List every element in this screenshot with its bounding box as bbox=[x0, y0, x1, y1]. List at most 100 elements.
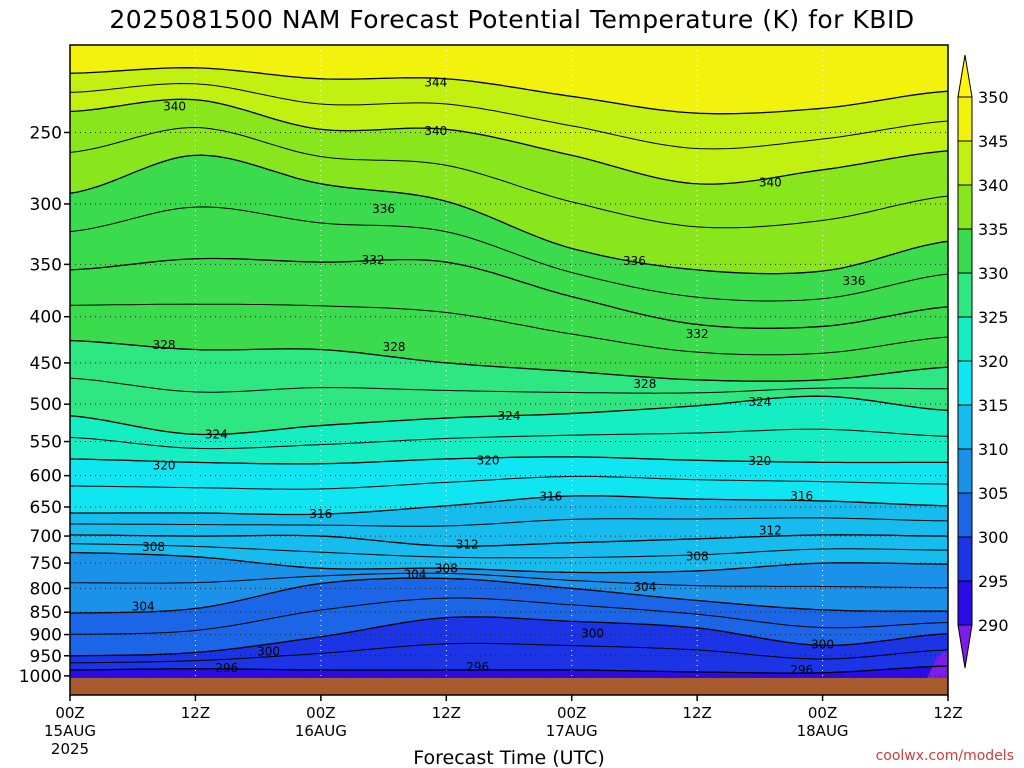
contour-label: 328 bbox=[383, 340, 406, 354]
x-tick-label: 00Z bbox=[557, 704, 586, 722]
contour-label: 312 bbox=[759, 523, 782, 537]
colorbar-swatch bbox=[957, 404, 973, 450]
contour-intermediate bbox=[70, 82, 948, 150]
colorbar-swatch bbox=[957, 228, 973, 274]
contour-lines bbox=[70, 67, 948, 674]
contour-label: 296 bbox=[215, 661, 238, 675]
y-tick-label: 650 bbox=[30, 498, 62, 518]
contour-300 bbox=[70, 616, 948, 657]
band-300 bbox=[70, 616, 948, 678]
contour-label: 340 bbox=[424, 124, 447, 138]
contour-label: 336 bbox=[372, 202, 395, 216]
contour-label: 320 bbox=[477, 453, 500, 467]
colorbar-arrow-top bbox=[957, 54, 973, 98]
contour-label: 340 bbox=[163, 100, 186, 114]
x-tick-label: 00Z bbox=[306, 704, 335, 722]
source-credit: coolwx.com/models bbox=[876, 748, 1014, 764]
x-tick-label: 12Z bbox=[682, 704, 711, 722]
contour-intermediate bbox=[70, 597, 948, 635]
band-surface-cold bbox=[927, 650, 948, 678]
contour-intermediate bbox=[70, 642, 948, 664]
contour-label: 336 bbox=[623, 254, 646, 268]
colorbar-label: 315 bbox=[978, 396, 1009, 415]
contour-label: 316 bbox=[309, 507, 332, 521]
y-tick-label: 700 bbox=[30, 527, 62, 547]
colorbar-label: 325 bbox=[978, 308, 1009, 327]
y-tick-label: 550 bbox=[30, 433, 62, 453]
y-tick-label: 500 bbox=[30, 395, 62, 415]
x-tick-date: 17AUG bbox=[546, 722, 598, 740]
colorbar-swatch bbox=[957, 448, 973, 494]
contour-312 bbox=[70, 534, 948, 547]
colorbar-label: 295 bbox=[978, 572, 1009, 591]
contour-332 bbox=[70, 257, 948, 329]
x-axis-label: Forecast Time (UTC) bbox=[413, 747, 604, 768]
contour-324 bbox=[70, 395, 948, 436]
contour-328 bbox=[70, 339, 948, 382]
contour-label: 340 bbox=[759, 175, 782, 189]
y-tick-label: 750 bbox=[30, 554, 62, 574]
colorbar-swatch bbox=[957, 184, 973, 230]
contour-304 bbox=[70, 577, 948, 614]
colorbar-swatch bbox=[957, 580, 973, 626]
contour-320 bbox=[70, 456, 948, 465]
y-tick-label: 950 bbox=[30, 647, 62, 667]
chart-title: 2025081500 NAM Forecast Potential Temper… bbox=[109, 5, 914, 34]
contour-intermediate bbox=[70, 475, 948, 490]
colorbar-swatch bbox=[957, 536, 973, 582]
x-tick-date: 16AUG bbox=[295, 722, 347, 740]
x-tick-label: 12Z bbox=[933, 704, 962, 722]
colorbar-label: 335 bbox=[978, 220, 1009, 239]
colorbar-swatch bbox=[957, 360, 973, 406]
contour-label: 316 bbox=[539, 490, 562, 504]
y-tick-label: 900 bbox=[30, 626, 62, 646]
contour-label: 320 bbox=[153, 459, 176, 473]
colorbar-label: 290 bbox=[978, 616, 1009, 635]
contour-label: 300 bbox=[811, 637, 834, 651]
colorbar-swatch bbox=[957, 492, 973, 538]
contour-labels: 340 344 340 340 336 336 336 332 332 328 328 328 324 3… bbox=[132, 75, 866, 677]
plot-frame bbox=[69, 44, 949, 696]
contour-label: 332 bbox=[362, 253, 385, 267]
y-tick-label: 300 bbox=[30, 195, 62, 215]
contour-intermediate bbox=[70, 303, 948, 356]
y-tick-label: 600 bbox=[30, 467, 62, 487]
y-tick-label: 800 bbox=[30, 579, 62, 599]
contour-label: 328 bbox=[633, 377, 656, 391]
x-tick-date: 18AUG bbox=[797, 722, 849, 740]
y-tick-label: 450 bbox=[30, 354, 62, 374]
y-tick-label: 1000 bbox=[19, 667, 62, 687]
contour-label: 296 bbox=[790, 663, 813, 677]
y-tick-label: 400 bbox=[30, 308, 62, 328]
contour-label: 328 bbox=[153, 338, 176, 352]
y-tick-label: 250 bbox=[30, 123, 62, 143]
contour-label: 344 bbox=[424, 75, 447, 89]
contour-336 bbox=[70, 154, 948, 275]
contour-label: 324 bbox=[748, 395, 771, 409]
colorbar-label: 350 bbox=[978, 88, 1009, 107]
colorbar-label: 305 bbox=[978, 484, 1009, 503]
contour-label: 304 bbox=[633, 580, 656, 594]
band-296 bbox=[70, 666, 948, 678]
colorbar-label: 340 bbox=[978, 176, 1009, 195]
contour-intermediate bbox=[70, 543, 948, 559]
contour-label: 324 bbox=[498, 409, 521, 423]
colorbar-label: 330 bbox=[978, 264, 1009, 283]
contour-intermediate bbox=[70, 428, 948, 450]
x-tick-label: 00Z bbox=[808, 704, 837, 722]
x-tick-label: 00Z bbox=[55, 704, 84, 722]
terrain-strip bbox=[70, 678, 948, 695]
x-tick-year: 2025 bbox=[51, 740, 89, 758]
y-tick-label: 850 bbox=[30, 603, 62, 623]
contour-label: 296 bbox=[466, 660, 489, 674]
x-tick-label: 12Z bbox=[181, 704, 210, 722]
contour-intermediate bbox=[70, 377, 948, 394]
contour-340 bbox=[70, 98, 948, 185]
contour-344 bbox=[70, 67, 948, 115]
contour-label: 308 bbox=[142, 540, 165, 554]
colorbar-label: 320 bbox=[978, 352, 1009, 371]
contour-intermediate bbox=[70, 206, 948, 302]
contour-label: 300 bbox=[257, 645, 280, 659]
